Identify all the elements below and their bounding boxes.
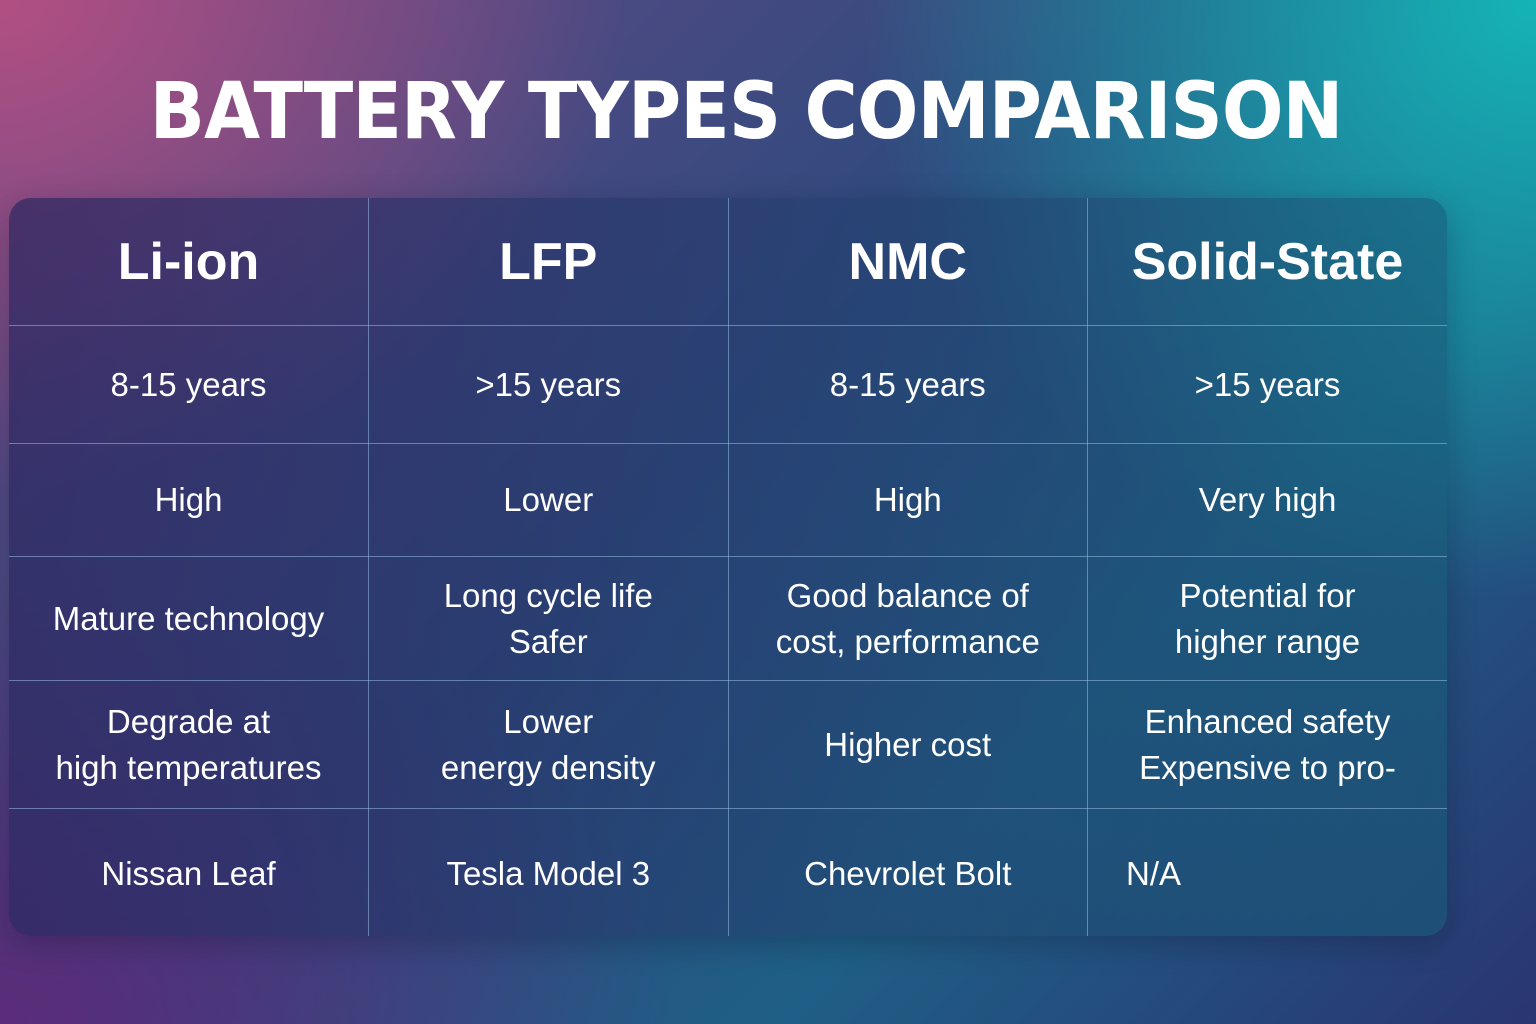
table-cell: Potential for higher range: [1087, 556, 1447, 681]
column-header-nmc: NMC: [727, 198, 1088, 326]
table-cell: >15 years: [1087, 325, 1447, 444]
table-cell: Chevrolet Bolt: [727, 808, 1088, 936]
table-cell: Long cycle life Safer: [368, 556, 729, 681]
table-cell: High: [727, 443, 1088, 557]
table-cell: Higher cost: [727, 680, 1088, 809]
table-cell: 8-15 years: [727, 325, 1088, 444]
table-row: High Lower High Very high: [9, 443, 1447, 557]
table-cell: Lower: [368, 443, 729, 557]
table-cell: Degrade at high temperatures: [9, 680, 369, 809]
page-title: BATTERY TYPES COMPARISON: [149, 67, 1344, 157]
column-header-lfp: LFP: [368, 198, 729, 326]
column-header-li-ion: Li-ion: [9, 198, 369, 326]
table-header-row: Li-ion LFP NMC Solid-State: [9, 198, 1447, 326]
table-cell: Lower energy density: [368, 680, 729, 809]
table-cell: 8-15 years: [9, 325, 369, 444]
table-cell: Good balance of cost, performance: [727, 556, 1088, 681]
table-cell: N/A: [1087, 808, 1447, 936]
table-cell: Enhanced safety Expensive to pro-: [1087, 680, 1447, 809]
table-cell: Mature technology: [9, 556, 369, 681]
table-row: Nissan Leaf Tesla Model 3 Chevrolet Bolt…: [9, 808, 1447, 936]
table-cell: Nissan Leaf: [9, 808, 369, 936]
table-row: Mature technology Long cycle life Safer …: [9, 556, 1447, 681]
table-row: 8-15 years >15 years 8-15 years >15 year…: [9, 325, 1447, 444]
table-cell: >15 years: [368, 325, 729, 444]
table-cell: High: [9, 443, 369, 557]
comparison-grid: Li-ion LFP NMC Solid-State 8-15 years >1…: [9, 198, 1447, 936]
table-row: Degrade at high temperatures Lower energ…: [9, 680, 1447, 809]
comparison-table: Li-ion LFP NMC Solid-State 8-15 years >1…: [9, 198, 1447, 936]
table-cell: Tesla Model 3: [368, 808, 729, 936]
table-cell: Very high: [1087, 443, 1447, 557]
column-header-solid-state: Solid-State: [1087, 198, 1447, 326]
